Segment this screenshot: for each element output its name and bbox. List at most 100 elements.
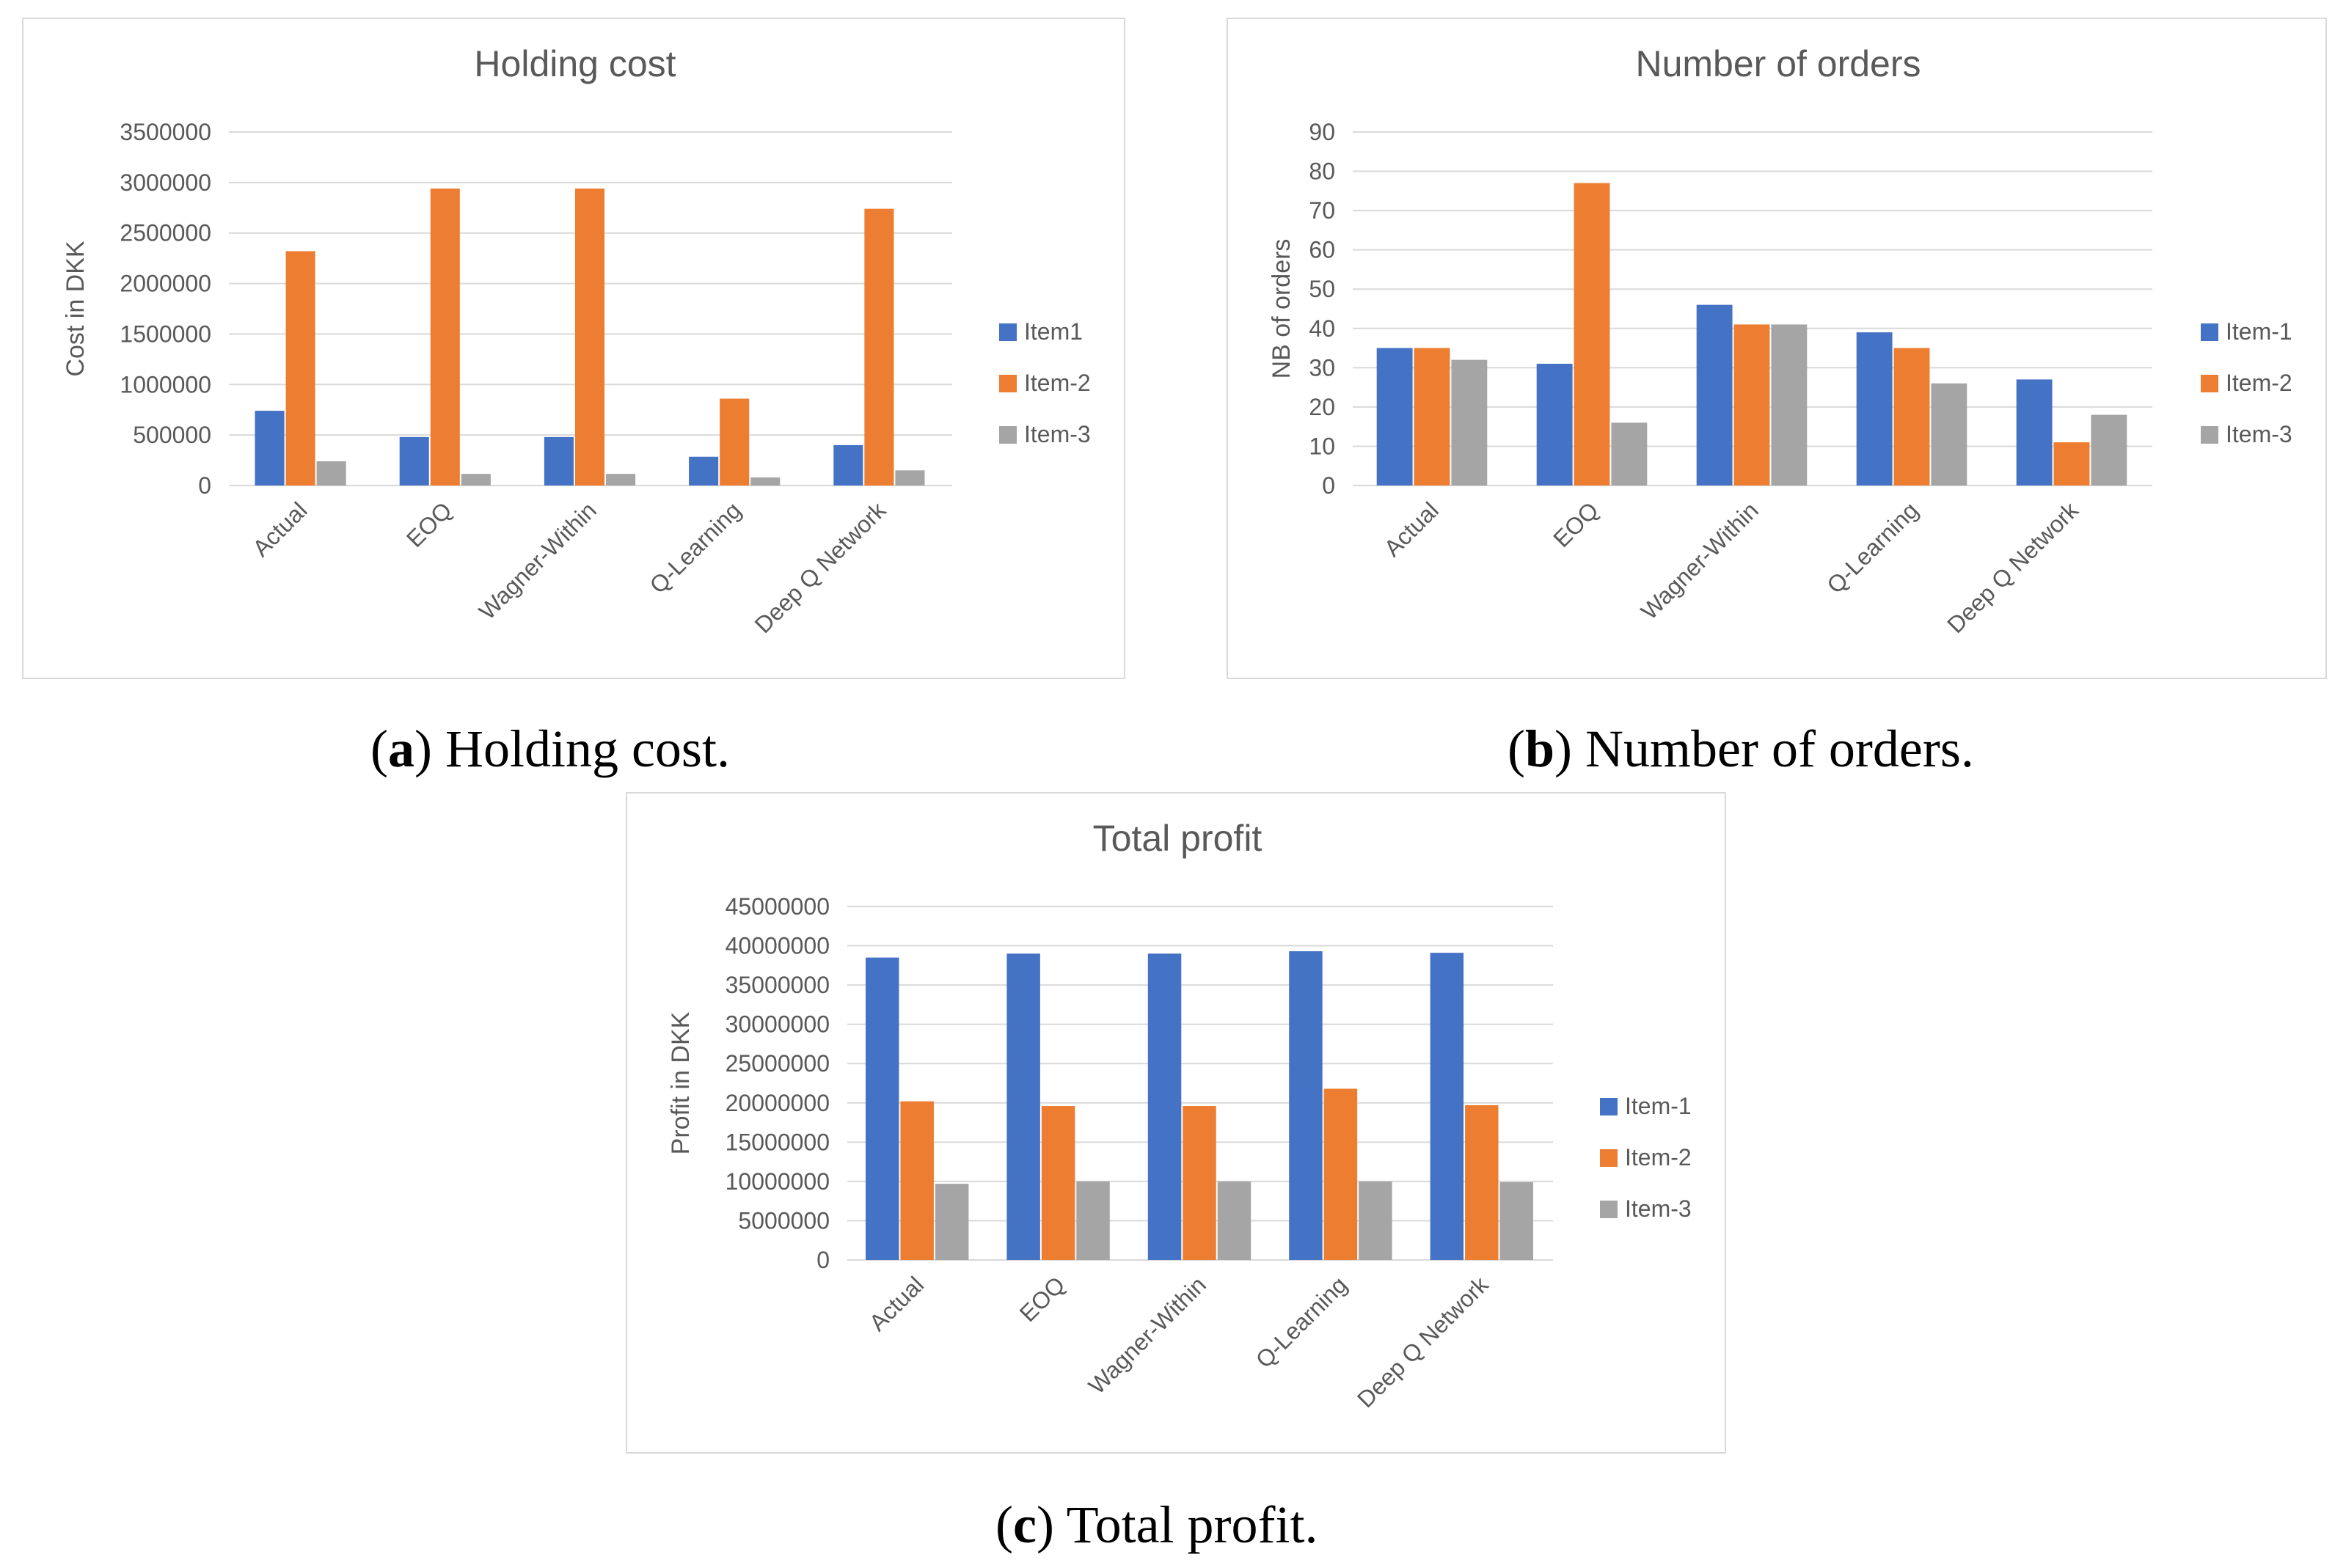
bar-item-2 — [574, 188, 605, 486]
y-axis-label: NB of orders — [1268, 239, 1296, 379]
y-tick-label: 25000000 — [726, 1050, 830, 1077]
bar-item-1 — [1696, 304, 1733, 486]
chart-title: Number of orders — [1635, 43, 1921, 84]
x-tick-label: Deep Q Network — [750, 497, 891, 638]
legend-swatch-item-2 — [999, 375, 1017, 392]
bar-item-2 — [900, 1101, 934, 1260]
bar-item-3 — [1931, 383, 1967, 486]
y-tick-label: 60 — [1309, 237, 1335, 263]
bar-item1 — [689, 456, 719, 486]
bar-item-2 — [285, 251, 315, 486]
bar-item-3 — [316, 461, 346, 486]
bar-item-1 — [1289, 951, 1323, 1260]
bar-item-3 — [1076, 1181, 1110, 1260]
x-tick-label: Deep Q Network — [1942, 497, 2083, 638]
y-tick-label: 1500000 — [120, 320, 211, 347]
chart-title: Holding cost — [474, 43, 676, 84]
caption-letter: b — [1524, 719, 1555, 778]
caption-text: Holding cost. — [445, 719, 730, 778]
bar-item-3 — [1451, 359, 1488, 486]
y-tick-label: 50 — [1309, 276, 1335, 302]
x-tick-label: Q-Learning — [644, 497, 746, 598]
y-tick-label: 0 — [1322, 472, 1335, 499]
caption-letter: c — [1012, 1495, 1037, 1554]
y-tick-label: 2500000 — [120, 220, 211, 246]
bar-item-2 — [1733, 324, 1770, 486]
bar-item-3 — [935, 1184, 969, 1260]
bar-item-1 — [1430, 953, 1464, 1260]
bar-item-2 — [430, 188, 460, 486]
y-tick-label: 2000000 — [120, 271, 211, 297]
y-tick-label: 1000000 — [120, 371, 211, 398]
x-tick-label: Q-Learning — [1821, 497, 1923, 598]
holding-cost-chart: Holding cost 0 500000 1000000 1500000 2000000… — [22, 18, 1125, 679]
x-tick-label: Wagner-Within — [1636, 497, 1764, 624]
chart-title: Total profit — [1093, 818, 1262, 859]
x-tick-label: Actual — [864, 1271, 929, 1336]
bar-item-1 — [1376, 348, 1413, 486]
bar-item-3 — [606, 474, 636, 486]
bar-item-1 — [1006, 953, 1040, 1260]
y-tick-label: 20 — [1309, 394, 1335, 420]
y-axis-label: Profit in DKK — [667, 1011, 695, 1154]
bar-item-3 — [1217, 1181, 1251, 1260]
bar-item-3 — [1771, 324, 1808, 486]
legend-label: Item1 — [1024, 318, 1083, 345]
x-tick-label: EOQ — [401, 497, 457, 552]
caption-b: (b) Number of orders. — [1508, 719, 1974, 778]
bar-item-2 — [1323, 1088, 1358, 1260]
legend-label: Item-1 — [1625, 1093, 1692, 1119]
legend-swatch-item-1 — [2201, 323, 2218, 341]
y-tick-label: 70 — [1309, 197, 1335, 224]
y-axis-label: Cost in DKK — [62, 241, 89, 376]
x-tick-label: Wagner-Within — [474, 497, 602, 624]
bar-item-3 — [1359, 1181, 1392, 1260]
x-tick-label: Actual — [1379, 497, 1444, 561]
caption-letter: a — [387, 719, 414, 778]
bar-item1 — [833, 444, 863, 486]
y-tick-label: 20000000 — [726, 1090, 830, 1116]
bar-item-1 — [1147, 953, 1182, 1260]
bar-item-3 — [895, 470, 925, 486]
bar-item1 — [255, 411, 285, 486]
bar-item-3 — [461, 474, 491, 486]
total-profit-chart: Total profit 0 5000000 10000000 15000000 2000… — [626, 792, 1726, 1454]
legend-swatch-item-3 — [2201, 426, 2218, 444]
legend-label: Item-3 — [1024, 421, 1091, 447]
bar-item-1 — [1536, 363, 1573, 486]
y-tick-label: 3500000 — [120, 119, 211, 145]
y-tick-label: 90 — [1309, 119, 1335, 145]
legend-swatch-item-3 — [1600, 1201, 1618, 1218]
y-tick-label: 500000 — [133, 422, 211, 448]
bar-item1 — [544, 436, 574, 486]
bar-item-2 — [1893, 348, 1930, 486]
y-tick-label: 30 — [1309, 354, 1335, 381]
x-tick-label: Q-Learning — [1251, 1271, 1353, 1373]
x-tick-label: Actual — [247, 497, 312, 561]
bar-item-3 — [1499, 1182, 1533, 1260]
bar-item-2 — [1183, 1106, 1216, 1260]
y-tick-label: 10000000 — [726, 1168, 830, 1195]
legend-label: Item-3 — [1625, 1195, 1692, 1222]
legend-label: Item-1 — [2226, 318, 2292, 345]
y-tick-label: 5000000 — [738, 1207, 830, 1234]
bar-item-3 — [1611, 422, 1648, 486]
bar-item-2 — [1574, 183, 1610, 486]
bar-item-2 — [2053, 442, 2090, 486]
y-tick-label: 40000000 — [726, 933, 830, 959]
bar-item-2 — [1414, 348, 1450, 486]
y-tick-label: 10 — [1309, 433, 1335, 459]
x-tick-label: Deep Q Network — [1352, 1271, 1494, 1413]
bar-item-1 — [866, 957, 899, 1260]
x-tick-label: EOQ — [1015, 1271, 1070, 1327]
caption-text: Total profit. — [1066, 1495, 1318, 1554]
legend-swatch-item-1 — [1600, 1098, 1618, 1115]
bar-item-2 — [720, 398, 750, 486]
y-tick-label: 30000000 — [726, 1011, 830, 1038]
bar-item-2 — [1041, 1106, 1075, 1260]
number-of-orders-chart: Number of orders 0 10 20 30 40 50 60 70 80 90 NB of… — [1227, 18, 2327, 679]
y-tick-label: 45000000 — [726, 893, 830, 920]
legend-label: Item-2 — [1024, 370, 1091, 396]
x-tick-label: Wagner-Within — [1084, 1271, 1211, 1399]
caption-a: (a) Holding cost. — [370, 719, 730, 778]
